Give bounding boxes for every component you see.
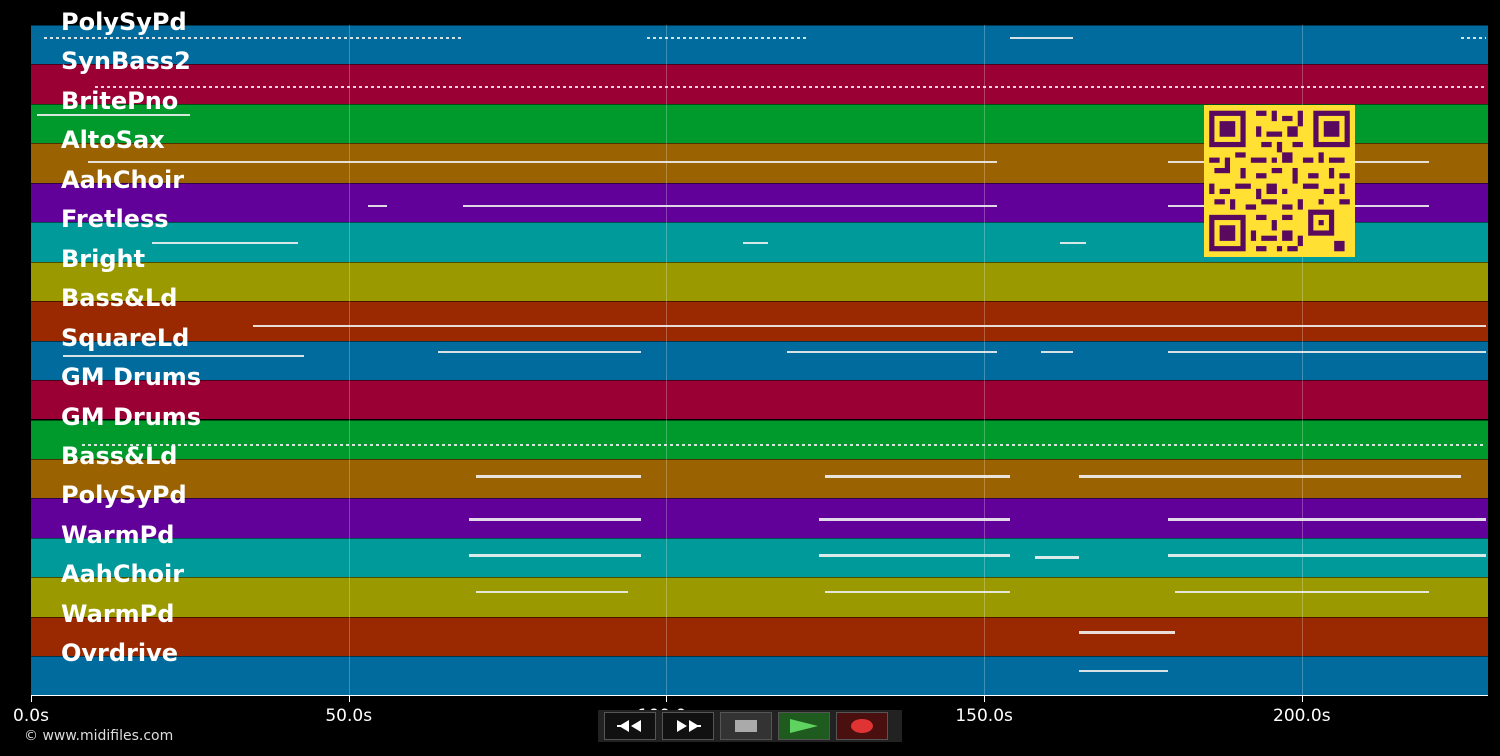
track-label: Bass&Ld (61, 441, 178, 470)
note-trace (1079, 474, 1461, 478)
note-trace (62, 354, 305, 357)
record-button[interactable] (836, 712, 888, 740)
track-lane (31, 261, 1488, 302)
time-tick (1301, 696, 1303, 702)
rewind-button[interactable] (604, 712, 656, 740)
track-lane (31, 656, 1488, 696)
note-trace (825, 474, 1010, 478)
track-lane (31, 537, 1488, 578)
note-trace (94, 86, 1487, 89)
note-trace (647, 37, 807, 39)
copyright-text: © www.midifiles.com (24, 728, 174, 744)
note-trace (1060, 242, 1086, 245)
grid-line (984, 25, 986, 696)
track-lane (31, 616, 1488, 657)
note-trace (818, 553, 1010, 557)
time-tick-label: 200.0s (1273, 706, 1331, 726)
track-label: Bass&Ld (61, 284, 178, 313)
note-trace (1041, 350, 1074, 353)
track-lane (31, 25, 1488, 65)
track-lane (31, 419, 1488, 459)
note-trace (1168, 518, 1487, 522)
time-tick (348, 696, 350, 702)
note-trace (1168, 350, 1487, 353)
grid-line (1301, 25, 1303, 696)
track-lane (31, 64, 1488, 104)
track-label: PolySyPd (61, 8, 187, 36)
fast-forward-icon (677, 720, 701, 732)
note-trace (463, 204, 997, 207)
track-label: Bright (61, 244, 146, 273)
track-label: AahChoir (61, 560, 185, 589)
track-label: BritePno (61, 86, 179, 115)
note-trace (1174, 591, 1429, 594)
track-label: PolySyPd (61, 481, 187, 510)
qr-code-icon (1204, 105, 1355, 257)
note-trace (37, 113, 190, 116)
track-lane (31, 340, 1488, 381)
time-tick-label: 0.0s (13, 706, 49, 726)
grid-line (348, 25, 350, 696)
track-lane (31, 380, 1488, 420)
track-label: GM Drums (61, 363, 202, 392)
rewind-icon (617, 720, 641, 732)
note-trace (469, 518, 641, 522)
track-label: SynBass2 (61, 47, 191, 76)
note-trace (818, 518, 1010, 522)
note-trace (1168, 553, 1487, 557)
note-trace (825, 591, 1010, 594)
note-trace (469, 553, 641, 557)
track-lane (31, 301, 1488, 341)
grid-line (666, 25, 668, 696)
track-lane (31, 458, 1488, 499)
note-trace (253, 325, 1487, 328)
time-tick-label: 150.0s (955, 706, 1013, 726)
note-trace (81, 443, 1487, 446)
track-label: AltoSax (61, 126, 165, 155)
track-lane (31, 498, 1488, 538)
playback-controls (598, 710, 902, 742)
play-button[interactable] (778, 712, 830, 740)
note-trace (88, 161, 997, 164)
note-trace (1009, 37, 1074, 39)
note-trace (437, 350, 641, 353)
note-trace (367, 204, 387, 207)
note-trace (1034, 555, 1080, 559)
time-tick (31, 696, 32, 702)
track-label: SquareLd (61, 323, 190, 352)
play-icon (790, 719, 818, 733)
track-lane (31, 577, 1488, 617)
note-trace (151, 242, 298, 245)
fast-forward-button[interactable] (662, 712, 714, 740)
track-label: AahChoir (61, 165, 185, 194)
note-trace (475, 474, 641, 478)
note-trace (742, 242, 769, 245)
time-tick (666, 696, 668, 702)
track-label: Ovrdrive (61, 639, 179, 668)
time-tick (984, 696, 986, 702)
time-tick-label: 50.0s (325, 706, 373, 726)
note-trace (1079, 630, 1175, 634)
note-trace (43, 37, 464, 39)
note-trace (787, 350, 997, 353)
track-label: GM Drums (61, 402, 202, 431)
note-trace (475, 591, 629, 594)
stop-button[interactable] (720, 712, 772, 740)
note-trace (1079, 670, 1169, 673)
track-label: WarmPd (61, 520, 175, 549)
time-axis-line (31, 695, 1488, 696)
note-trace (1460, 37, 1487, 39)
record-icon (851, 719, 873, 733)
track-label: WarmPd (61, 599, 175, 628)
track-label: Fretless (61, 205, 169, 234)
stop-icon (735, 720, 757, 732)
